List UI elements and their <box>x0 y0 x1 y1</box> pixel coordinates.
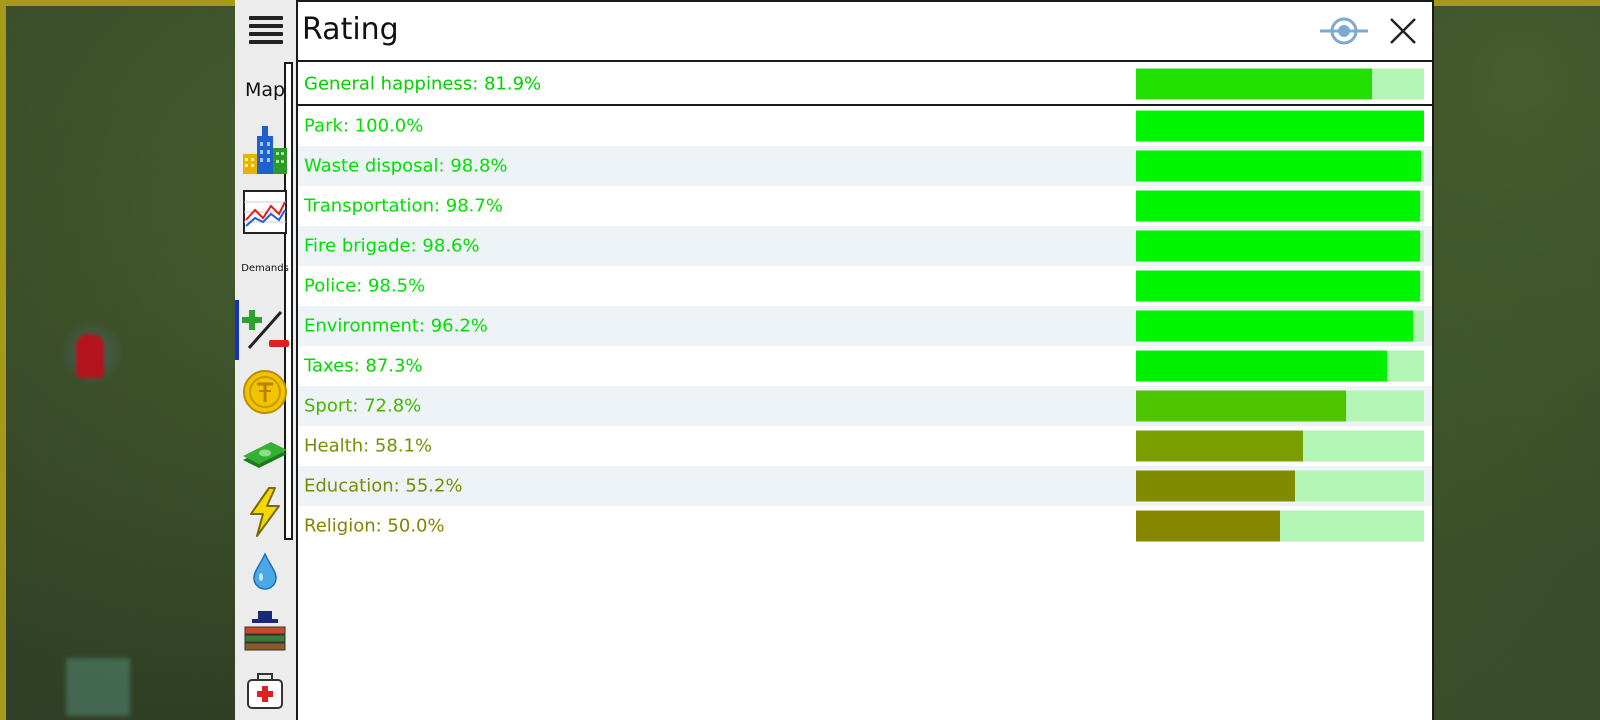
rating-bar <box>1136 350 1424 382</box>
sidebar-item-city[interactable] <box>240 122 290 176</box>
rating-bar <box>1136 270 1424 302</box>
rating-row: Police: 98.5% <box>298 266 1432 306</box>
rating-row: Waste disposal: 98.8% <box>298 146 1432 186</box>
sidebar-item-power[interactable] <box>240 484 290 540</box>
sidebar-item-health[interactable] <box>240 668 290 716</box>
rating-bar-fill <box>1136 350 1388 382</box>
rating-bar <box>1136 230 1424 262</box>
sidebar-item-loans[interactable] <box>240 432 290 480</box>
map-border <box>0 0 6 720</box>
map-marker[interactable] <box>76 334 104 378</box>
rating-bar-fill <box>1136 390 1346 422</box>
rating-row: Education: 55.2% <box>298 466 1432 506</box>
rating-label: Transportation: 98.7% <box>304 195 503 217</box>
window-title: Rating <box>302 12 399 47</box>
rating-bar-fill <box>1136 510 1280 542</box>
education-icon <box>244 611 286 651</box>
close-icon <box>1390 18 1416 44</box>
general-happiness-row: General happiness: 81.9% <box>298 64 1432 106</box>
rating-label: Environment: 96.2% <box>304 315 488 337</box>
rating-bar-fill <box>1136 150 1421 182</box>
rating-row: Park: 100.0% <box>298 106 1432 146</box>
rating-row: Fire brigade: 98.6% <box>298 226 1432 266</box>
health-icon <box>247 673 283 709</box>
rating-row: Religion: 50.0% <box>298 506 1432 546</box>
rating-bar-fill <box>1136 430 1304 462</box>
money-icon <box>243 442 287 468</box>
rating-label: Waste disposal: 98.8% <box>304 155 508 177</box>
rating-row: Taxes: 87.3% <box>298 346 1432 386</box>
rating-bar-fill <box>1136 230 1420 262</box>
general-happiness-bar <box>1136 68 1424 100</box>
sidebar-item-education[interactable] <box>240 606 290 654</box>
rating-row: Health: 58.1% <box>298 426 1432 466</box>
rating-bar <box>1136 190 1424 222</box>
rating-list: General happiness: 81.9% Park: 100.0% Was… <box>298 64 1432 546</box>
map-label: Map <box>244 79 286 101</box>
rating-label: Sport: 72.8% <box>304 395 422 417</box>
rating-label: Police: 98.5% <box>304 275 426 297</box>
rating-bar <box>1136 110 1424 142</box>
rating-row: Environment: 96.2% <box>298 306 1432 346</box>
sidebar-item-budget[interactable] <box>240 366 290 418</box>
general-happiness-label: General happiness: 81.9% <box>304 73 542 95</box>
rating-row: Transportation: 98.7% <box>298 186 1432 226</box>
graph-icon <box>243 190 287 234</box>
map-tile <box>66 658 130 716</box>
water-icon <box>253 552 277 590</box>
rating-bar-fill <box>1136 270 1420 302</box>
plus-minus-icon <box>242 310 289 349</box>
sidebar-item-map[interactable]: Map <box>240 74 290 106</box>
sidebar-item-demands[interactable]: Demands <box>240 256 290 280</box>
pin-button[interactable] <box>1318 14 1370 48</box>
sidebar-scrollbar[interactable] <box>284 62 293 540</box>
close-button[interactable] <box>1386 14 1420 48</box>
pin-icon <box>1320 17 1368 45</box>
rating-label: Park: 100.0% <box>304 115 424 137</box>
rating-bar <box>1136 510 1424 542</box>
menu-button[interactable] <box>247 14 287 44</box>
rating-bar <box>1136 430 1424 462</box>
sidebar-item-water[interactable] <box>240 548 290 594</box>
rating-label: Religion: 50.0% <box>304 515 445 537</box>
rating-window: Rating General happiness: 81.9% Park: 10… <box>296 0 1434 720</box>
rating-bar-fill <box>1136 110 1424 142</box>
rating-bar-fill <box>1136 190 1421 222</box>
sidebar-item-rating[interactable] <box>235 300 290 360</box>
map-border <box>1434 0 1600 6</box>
general-happiness-bar-fill <box>1136 68 1372 100</box>
rating-label: Taxes: 87.3% <box>304 355 423 377</box>
map-border <box>0 0 236 6</box>
rating-bar <box>1136 470 1424 502</box>
rating-bar <box>1136 310 1424 342</box>
city-icon <box>243 126 287 174</box>
rating-bar-fill <box>1136 470 1295 502</box>
rating-label: Health: 58.1% <box>304 435 433 457</box>
power-icon <box>250 487 280 537</box>
sidebar-item-graphs[interactable] <box>240 188 290 236</box>
coin-icon <box>243 370 287 414</box>
rating-label: Education: 55.2% <box>304 475 463 497</box>
rating-bar <box>1136 150 1424 182</box>
menu-icon <box>249 16 283 20</box>
demands-label: Demands <box>241 262 289 274</box>
rating-label: Fire brigade: 98.6% <box>304 235 480 257</box>
title-bar: Rating <box>298 2 1432 62</box>
rating-bar-fill <box>1136 310 1414 342</box>
rating-row: Sport: 72.8% <box>298 386 1432 426</box>
rating-bar <box>1136 390 1424 422</box>
